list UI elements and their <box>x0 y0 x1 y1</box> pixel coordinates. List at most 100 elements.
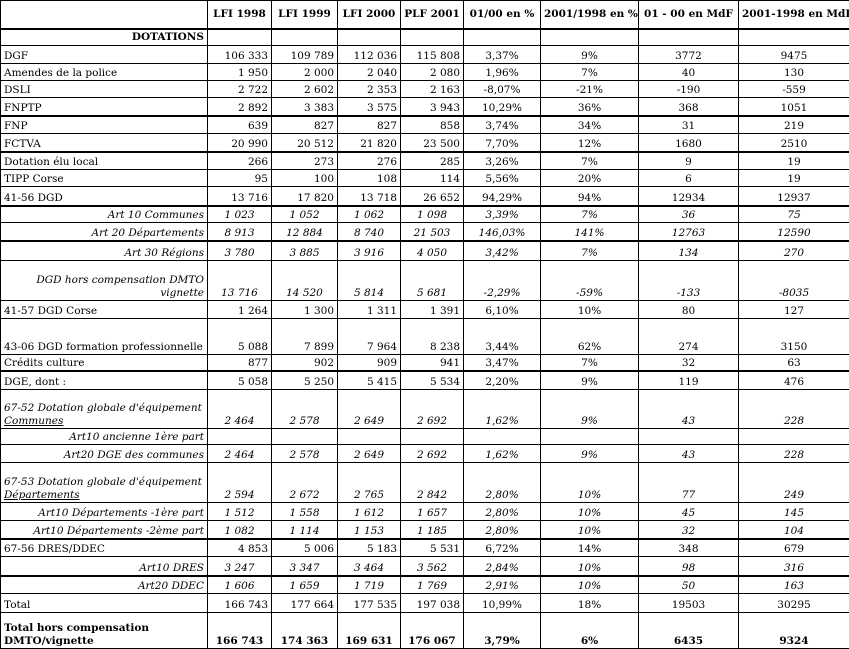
column-header: LFI 1998 <box>208 1 272 29</box>
value-cell: 7 899 <box>272 319 338 355</box>
column-header <box>1 1 208 29</box>
value-cell: 10% <box>541 576 639 594</box>
value-cell: 274 <box>639 319 739 355</box>
value-cell: 9% <box>541 390 639 429</box>
value-cell: 5 250 <box>272 371 338 390</box>
value-cell: 26 652 <box>401 187 464 206</box>
value-cell: 108 <box>338 170 401 187</box>
value-cell: 94% <box>541 187 639 206</box>
value-cell: 6,72% <box>464 539 541 557</box>
value-cell: 3,44% <box>464 319 541 355</box>
value-cell: 43 <box>639 445 739 463</box>
value-cell: 3,26% <box>464 152 541 170</box>
value-cell: 2 000 <box>272 64 338 81</box>
empty-cell <box>464 29 541 46</box>
empty-cell <box>639 29 739 46</box>
value-cell: 8 238 <box>401 319 464 355</box>
value-cell: 3 575 <box>338 98 401 116</box>
row-label: Art10 Départements -2ème part <box>1 521 208 539</box>
row-label: Total <box>1 594 208 613</box>
value-cell: 2 578 <box>272 445 338 463</box>
value-cell: 3 562 <box>401 557 464 576</box>
row-label: DGF <box>1 46 208 64</box>
value-cell: 1 657 <box>401 503 464 521</box>
value-cell: 2 594 <box>208 463 272 503</box>
value-cell: 177 535 <box>338 594 401 613</box>
value-cell <box>739 429 849 445</box>
value-cell: 4 853 <box>208 539 272 557</box>
value-cell: 10% <box>541 521 639 539</box>
value-cell: 5 006 <box>272 539 338 557</box>
value-cell: 5 681 <box>401 261 464 301</box>
value-cell: 2 080 <box>401 64 464 81</box>
row-label: DGD hors compensation DMTO vignette <box>1 261 208 301</box>
row-label: 41-56 DGD <box>1 187 208 206</box>
row-label: FCTVA <box>1 134 208 152</box>
value-cell: 19503 <box>639 594 739 613</box>
value-cell: 145 <box>739 503 849 521</box>
value-cell: 1 659 <box>272 576 338 594</box>
value-cell: 9 <box>639 152 739 170</box>
value-cell: 141% <box>541 223 639 241</box>
value-cell: 3150 <box>739 319 849 355</box>
value-cell: 12590 <box>739 223 849 241</box>
value-cell: -59% <box>541 261 639 301</box>
value-cell: 7% <box>541 241 639 261</box>
value-cell: 10,29% <box>464 98 541 116</box>
row-label: TIPP Corse <box>1 170 208 187</box>
value-cell: 5 531 <box>401 539 464 557</box>
value-cell: 166 743 <box>208 613 272 649</box>
value-cell: 6 <box>639 170 739 187</box>
value-cell: 941 <box>401 355 464 371</box>
value-cell: 43 <box>639 390 739 429</box>
value-cell: 114 <box>401 170 464 187</box>
row-label: Dotation élu local <box>1 152 208 170</box>
value-cell: 13 716 <box>208 261 272 301</box>
value-cell: 2,80% <box>464 521 541 539</box>
value-cell: 1,96% <box>464 64 541 81</box>
value-cell: 1 052 <box>272 206 338 223</box>
value-cell: 94,29% <box>464 187 541 206</box>
value-cell: 2 842 <box>401 463 464 503</box>
row-label: 43-06 DGD formation professionnelle <box>1 319 208 355</box>
value-cell: 639 <box>208 116 272 134</box>
value-cell: 1 114 <box>272 521 338 539</box>
value-cell: 12% <box>541 134 639 152</box>
row-label-line: Départements <box>4 489 204 502</box>
value-cell: 1 391 <box>401 301 464 319</box>
value-cell: 7% <box>541 206 639 223</box>
value-cell: 2,20% <box>464 371 541 390</box>
value-cell: 5 814 <box>338 261 401 301</box>
value-cell: 5 534 <box>401 371 464 390</box>
value-cell: 50 <box>639 576 739 594</box>
value-cell: -133 <box>639 261 739 301</box>
value-cell <box>208 429 272 445</box>
value-cell: 7 964 <box>338 319 401 355</box>
value-cell: 1 558 <box>272 503 338 521</box>
value-cell: 3,39% <box>464 206 541 223</box>
value-cell: 20 990 <box>208 134 272 152</box>
value-cell: 1,62% <box>464 390 541 429</box>
row-label: FNP <box>1 116 208 134</box>
value-cell: 2 464 <box>208 445 272 463</box>
row-label: 67-56 DRES/DDEC <box>1 539 208 557</box>
value-cell: 32 <box>639 521 739 539</box>
value-cell: 104 <box>739 521 849 539</box>
value-cell: 177 664 <box>272 594 338 613</box>
value-cell: -2,29% <box>464 261 541 301</box>
value-cell: 146,03% <box>464 223 541 241</box>
value-cell: 21 503 <box>401 223 464 241</box>
value-cell: 1 023 <box>208 206 272 223</box>
row-label: DSLI <box>1 81 208 98</box>
value-cell: 45 <box>639 503 739 521</box>
value-cell: 176 067 <box>401 613 464 649</box>
value-cell: 273 <box>272 152 338 170</box>
